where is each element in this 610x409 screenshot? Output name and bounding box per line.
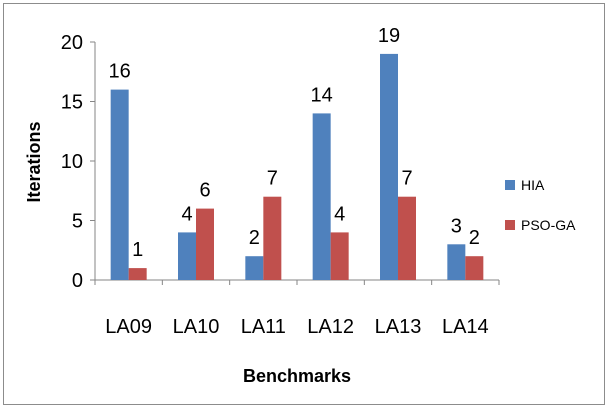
legend-label-pso-ga: PSO-GA xyxy=(521,217,576,233)
legend-label-hia: HIA xyxy=(521,177,545,193)
bar-pso-ga-la09 xyxy=(128,268,147,280)
bar-pso-ga-la12 xyxy=(330,232,349,280)
x-axis-ticks: LA09 LA10 LA11 LA12 LA13 LA14 xyxy=(94,280,500,338)
bar-hia-la10 xyxy=(178,232,196,280)
data-label: 2 xyxy=(469,227,480,249)
bar-hia-la14 xyxy=(447,244,466,280)
y-tick-label: 0 xyxy=(72,270,83,292)
x-tick-label: LA13 xyxy=(375,316,422,338)
x-axis-title: Benchmarks xyxy=(243,366,351,386)
y-axis-title-group: Iterations xyxy=(24,121,44,202)
x-tick-label: LA12 xyxy=(307,316,354,338)
y-tick-label: 15 xyxy=(61,92,83,114)
data-label: 19 xyxy=(378,25,400,47)
bar-hia-la09 xyxy=(110,89,129,280)
y-tick-label: 20 xyxy=(61,32,83,54)
y-axis-title: Iterations xyxy=(24,121,44,202)
data-label: 3 xyxy=(451,215,462,237)
x-tick-label: LA14 xyxy=(442,316,489,338)
bar-hia-la12 xyxy=(312,113,331,281)
data-label: 7 xyxy=(267,168,278,190)
data-label: 7 xyxy=(401,168,412,190)
data-label: 4 xyxy=(181,203,192,225)
data-label: 2 xyxy=(249,227,260,249)
bar-pso-ga-la14 xyxy=(465,256,484,280)
bar-hia-la13 xyxy=(380,53,398,281)
x-tick-label: LA10 xyxy=(173,316,220,338)
bar-pso-ga-la11 xyxy=(263,196,282,280)
data-label: 14 xyxy=(311,84,333,106)
bar-hia-la11 xyxy=(245,256,264,280)
legend-swatch-pso-ga xyxy=(505,220,515,230)
data-label: 4 xyxy=(334,203,345,225)
bar-pso-ga-la10 xyxy=(196,208,214,280)
y-tick-label: 10 xyxy=(61,151,83,173)
data-label: 1 xyxy=(132,239,143,261)
bar-pso-ga-la13 xyxy=(398,196,416,280)
legend: HIA PSO-GA xyxy=(505,177,576,233)
data-label: 6 xyxy=(199,180,210,202)
x-tick-label: LA11 xyxy=(241,316,286,338)
chart-frame xyxy=(3,3,605,405)
y-tick-label: 5 xyxy=(72,211,83,233)
y-axis-ticks: 0 5 10 15 20 xyxy=(61,32,95,292)
data-label: 16 xyxy=(109,61,131,83)
x-tick-label: LA09 xyxy=(105,316,152,338)
bars xyxy=(110,53,484,281)
legend-swatch-hia xyxy=(505,180,515,190)
